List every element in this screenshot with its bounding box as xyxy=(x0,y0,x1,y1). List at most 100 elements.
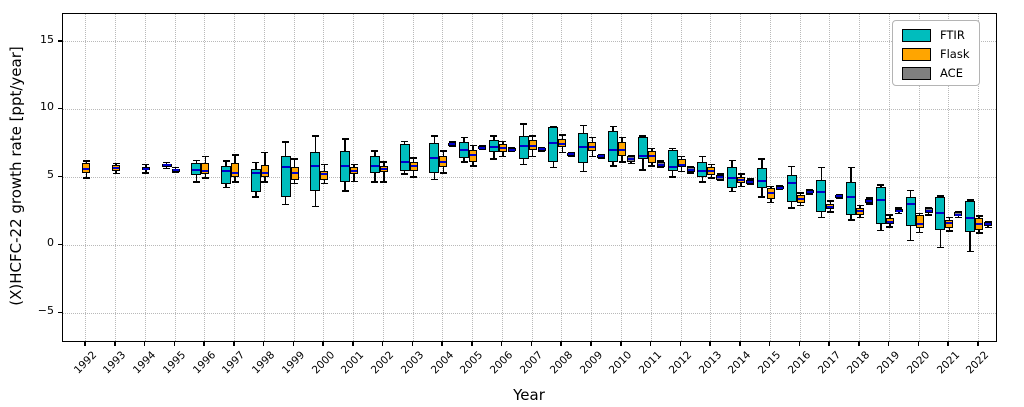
whisker-cap-bottom xyxy=(567,155,575,158)
box-median xyxy=(440,160,447,163)
box-body xyxy=(320,171,329,180)
whisker-cap-top xyxy=(746,178,754,180)
box-median xyxy=(261,171,268,174)
whisker-cap-bottom xyxy=(669,176,677,178)
box-median xyxy=(529,144,536,147)
whisker-cap-top xyxy=(142,163,150,166)
box-body xyxy=(875,186,886,224)
whisker-cap-top xyxy=(350,163,358,166)
box-median xyxy=(946,221,953,224)
h-gridline-0 xyxy=(63,244,996,246)
whisker-cap-bottom xyxy=(776,188,784,191)
box-median xyxy=(341,164,350,167)
whisker-cap-bottom xyxy=(558,151,566,154)
box-body xyxy=(488,139,499,153)
x-tick-label-2000: 2000 xyxy=(309,349,337,377)
box-median xyxy=(281,166,290,169)
whisker-cap-top xyxy=(698,155,706,158)
x-tick-label-2003: 2003 xyxy=(398,349,427,377)
legend-item-flask: Flask xyxy=(902,47,970,61)
y-tick-label-15: 15 xyxy=(40,32,54,46)
box-median xyxy=(489,145,498,148)
box-median xyxy=(847,196,856,199)
whisker-cap-bottom xyxy=(448,145,456,148)
legend-item-ftir: FTIR xyxy=(902,28,970,42)
box-median xyxy=(142,167,149,170)
whisker-cap-top xyxy=(282,141,290,143)
x-tick-2020 xyxy=(917,341,920,346)
whisker-cap-top xyxy=(767,185,775,188)
x-tick-2019 xyxy=(887,341,890,346)
whisker-cap-top xyxy=(648,147,656,150)
whisker-cap-top xyxy=(877,184,885,186)
box-body xyxy=(528,139,537,150)
box-body xyxy=(369,156,380,173)
whisker-cap-top xyxy=(579,124,587,126)
whisker-cap-top xyxy=(945,216,953,219)
whisker-cap-bottom xyxy=(142,172,150,174)
whisker-cap-top xyxy=(907,189,915,192)
whisker-cap-bottom xyxy=(728,190,736,193)
box-median xyxy=(797,197,804,200)
box-body xyxy=(399,144,410,172)
box-median xyxy=(817,190,826,193)
whisker-cap-bottom xyxy=(627,162,635,164)
whisker-cap-top xyxy=(797,192,805,194)
x-tick-label-2013: 2013 xyxy=(696,349,724,377)
box-median xyxy=(291,171,298,174)
whisker-cap-bottom xyxy=(597,157,605,160)
whisker-cap-bottom xyxy=(163,167,171,170)
whisker-cap-bottom xyxy=(350,180,358,183)
whisker-cap-bottom xyxy=(639,169,647,171)
box-median xyxy=(549,141,558,144)
whisker-cap-top xyxy=(847,166,855,169)
box-median xyxy=(479,146,486,149)
box-median xyxy=(380,167,387,170)
whisker-cap-bottom xyxy=(678,170,686,173)
whisker-cap-bottom xyxy=(648,165,656,167)
h-gridline-5 xyxy=(63,176,996,178)
whisker-cap-top xyxy=(826,200,834,202)
whisker-cap-bottom xyxy=(261,181,269,183)
whisker-cap-top xyxy=(410,157,418,159)
x-tick-label-2009: 2009 xyxy=(577,349,605,377)
x-tick-label-1992: 1992 xyxy=(71,349,99,377)
whisker-cap-top xyxy=(865,197,873,199)
whisker-cap-bottom xyxy=(410,176,418,178)
x-tick-label-2012: 2012 xyxy=(666,349,695,377)
box-median xyxy=(916,223,923,226)
whisker-cap-bottom xyxy=(737,185,745,188)
whisker-cap-bottom xyxy=(925,214,933,216)
x-tick-label-2018: 2018 xyxy=(845,349,873,377)
plot-area xyxy=(62,13,997,342)
box-median xyxy=(886,220,893,223)
y-tick-5 xyxy=(57,175,62,178)
legend-label: FTIR xyxy=(940,28,965,42)
whisker-cap-top xyxy=(597,153,605,156)
whisker-cap-top xyxy=(835,193,843,196)
whisker-cap-top xyxy=(499,140,507,143)
whisker-cap-top xyxy=(657,160,665,162)
box-median xyxy=(321,173,328,176)
box-median xyxy=(222,170,231,173)
x-tick-label-1994: 1994 xyxy=(130,349,159,377)
whisker-cap-bottom xyxy=(371,181,379,183)
x-tick-1997 xyxy=(233,341,235,346)
whisker-cap-bottom xyxy=(192,181,200,183)
box-median xyxy=(966,216,975,219)
whisker-cap-bottom xyxy=(478,148,486,151)
whisker-cap-bottom xyxy=(895,212,903,215)
whisker-cap-top xyxy=(478,144,486,147)
whisker-cap-top xyxy=(261,151,269,154)
x-tick-2013 xyxy=(709,341,711,346)
box-body xyxy=(677,159,686,168)
whisker-cap-bottom xyxy=(865,203,873,205)
whisker-cap-top xyxy=(916,212,924,215)
box-median xyxy=(638,155,647,158)
box-body xyxy=(667,149,678,172)
whisker-cap-top xyxy=(758,158,766,160)
box-body xyxy=(965,201,976,232)
x-tick-2004 xyxy=(441,341,443,346)
box-median xyxy=(470,154,477,157)
legend-swatch-ace xyxy=(902,66,931,80)
